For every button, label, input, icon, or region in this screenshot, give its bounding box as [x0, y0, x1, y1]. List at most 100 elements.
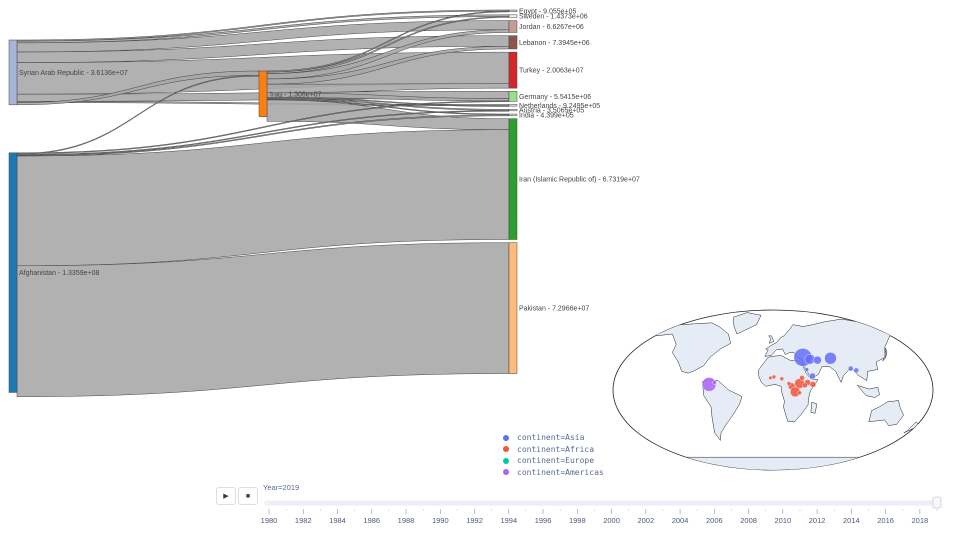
legend-label-africa: continent=Africa [517, 444, 595, 454]
sankey-node-india [508, 113, 518, 116]
sankey-label-turkey: Turkey - 2.0063e+07 [519, 68, 584, 75]
legend-label-europe: continent=Europe [517, 456, 595, 466]
slider-year-label: 1984 [329, 516, 346, 525]
sankey-node-iraq [258, 70, 268, 117]
slider-year-label: 1996 [535, 516, 552, 525]
slider-year-label: 1986 [363, 516, 380, 525]
legend-marker-asia [503, 434, 509, 441]
sankey-nodes [8, 9, 518, 393]
stop-icon: ■ [245, 492, 251, 500]
slider-year-label: 2014 [843, 516, 860, 525]
sankey-node-turkey [508, 51, 518, 89]
slider-year-label: 1988 [398, 516, 415, 525]
sankey-link-iraq-egypt [266, 10, 510, 73]
play-icon: ▶ [223, 493, 229, 500]
map-bubble-americas [701, 377, 717, 392]
map-bubble-africa [802, 382, 808, 389]
greenland [733, 312, 762, 335]
legend-item-europe[interactable]: continent=Europe [503, 455, 604, 467]
new-zealand [903, 421, 920, 434]
map-bubbles [701, 348, 859, 398]
sankey-label-netherlands: Netherlands - 9.2495e+05 [519, 103, 600, 110]
sankey-label-jordan: Jordan - 6.6267e+06 [519, 24, 584, 31]
slider-year-label: 1990 [432, 516, 449, 525]
slider-year-label: 2000 [603, 516, 620, 525]
legend-label-americas: continent=Americas [517, 467, 604, 477]
sankey-node-netherlands [508, 104, 518, 107]
map-bubble-asia [824, 352, 837, 365]
map-bubble-asia [853, 367, 859, 374]
sankey-node-iran-islamic-republic-of [508, 118, 518, 240]
slider-year-label: 2010 [775, 516, 792, 525]
japan [882, 347, 888, 362]
map-legend: continent=Asia continent=Africa continen… [503, 432, 604, 478]
map-bubble-asia [847, 365, 854, 372]
map-bubble-africa [797, 390, 802, 395]
south-america [701, 379, 743, 442]
sankey-label-germany: Germany - 5.5415e+06 [519, 94, 591, 101]
sankey-node-germany [508, 91, 518, 102]
map-bubble-asia [809, 372, 816, 380]
map-bubble-africa [799, 375, 805, 381]
australia [868, 399, 904, 426]
sankey-labels: Syrian Arab Republic - 3.6136e+07 Iraq - … [19, 8, 640, 312]
sankey-label-syrian-arab-republic: Syrian Arab Republic - 3.6136e+07 [19, 70, 128, 77]
slider-year-label: 1982 [295, 516, 312, 525]
sankey-links [16, 9, 510, 397]
sankey-node-afghanistan [8, 152, 18, 393]
sankey-label-austria: Austria - 3.5065e+05 [519, 108, 584, 115]
sankey-label-lebanon: Lebanon - 7.3945e+06 [519, 40, 590, 47]
stop-button[interactable]: ■ [238, 487, 258, 505]
legend-item-africa[interactable]: continent=Africa [503, 444, 604, 456]
slider-handle [932, 496, 942, 509]
sankey-node-austria [508, 109, 518, 112]
legend-item-americas[interactable]: continent=Americas [503, 467, 604, 479]
map-bubble-africa [779, 376, 785, 381]
map-land [655, 312, 920, 470]
sankey-label-afghanistan: Afghanistan - 1.3359e+08 [19, 270, 99, 277]
sankey-node-sweden [508, 14, 518, 18]
sankey-link-afghanistan-austria [16, 110, 510, 156]
slider-year-label: 2002 [637, 516, 654, 525]
map-bubble-africa [786, 381, 792, 386]
slider-year-label: 2018 [912, 516, 929, 525]
sankey-node-pakistan [508, 242, 518, 374]
slider-year-label: 1980 [261, 516, 278, 525]
sankey-node-lebanon [508, 35, 518, 50]
sankey-link-afghanistan-germany [16, 100, 510, 154]
play-button[interactable]: ▶ [216, 487, 236, 505]
map-bubble-asia [804, 367, 809, 372]
sankey-label-sweden: Sweden - 1.4373e+06 [519, 14, 588, 21]
map-bubble-americas [712, 380, 717, 385]
africa [757, 355, 819, 422]
legend-marker-africa [503, 446, 509, 453]
slider-year-label: 1992 [466, 516, 483, 525]
sankey-node-syrian-arab-republic [8, 39, 18, 106]
legend-marker-americas [503, 469, 509, 476]
legend-marker-europe [503, 457, 509, 464]
madagascar [810, 401, 818, 414]
indonesia [856, 384, 880, 398]
slider-year-label: 2012 [809, 516, 826, 525]
slider-current-value: Year=2019 [263, 483, 300, 492]
slider-year-label: 1994 [500, 516, 517, 525]
britain [768, 335, 775, 344]
sankey-label-india: India - 4.399e+05 [519, 112, 574, 119]
sankey-node-jordan [508, 20, 518, 33]
sankey-node-egypt [508, 9, 518, 12]
north-america [655, 322, 731, 374]
legend-item-asia[interactable]: continent=Asia [503, 432, 604, 444]
sankey-label-pakistan: Pakistan - 7.2966e+07 [519, 306, 589, 313]
map-bubble-africa [809, 381, 817, 388]
legend-label-asia: continent=Asia [517, 433, 585, 443]
map-bubble-africa [768, 375, 773, 380]
slider-year-label: 2016 [877, 516, 894, 525]
sankey-label-egypt: Egypt - 9.055e+05 [519, 8, 577, 15]
map-bubble-asia [813, 355, 822, 365]
sankey-label-iraq: Iraq - 1.306e+07 [270, 91, 322, 98]
sankey-link-afghanistan-india [16, 114, 510, 157]
slider-year-label: 2008 [740, 516, 757, 525]
